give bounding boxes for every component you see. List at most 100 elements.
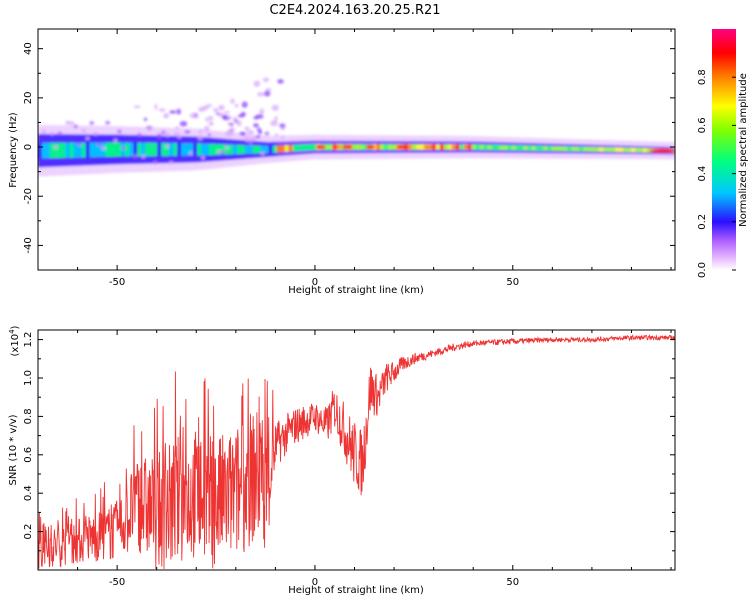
spectrogram-cell bbox=[300, 144, 305, 151]
spectrogram-blob bbox=[65, 120, 71, 125]
spectrogram-blob bbox=[248, 141, 254, 146]
snr-y-tick-label: 0.8 bbox=[23, 408, 34, 424]
spectrogram-blob bbox=[244, 126, 250, 131]
spectrogram-blob bbox=[81, 129, 87, 134]
snr-x-ticks: -50 0 50 bbox=[77, 330, 672, 588]
spectrogram-cell bbox=[296, 144, 301, 152]
spectrogram-x-ticks: -50 0 50 bbox=[77, 29, 672, 288]
spectrogram-blob bbox=[89, 120, 95, 125]
spectrogram-cell bbox=[479, 145, 485, 150]
colorbar-tick-label: 0.4 bbox=[697, 166, 708, 182]
spectrogram-blob bbox=[234, 103, 239, 108]
spectrogram-blob bbox=[121, 146, 127, 151]
spectrogram-cell bbox=[619, 147, 624, 152]
spectrogram-blob bbox=[212, 108, 219, 113]
spectrogram-blob bbox=[274, 115, 278, 122]
spectrogram-cell bbox=[427, 145, 433, 150]
spectrogram-cell bbox=[189, 143, 194, 156]
spectrogram-cell bbox=[615, 147, 620, 152]
spectrogram-cell bbox=[232, 144, 238, 155]
spectrogram-cell bbox=[308, 144, 313, 151]
spectrogram-cell bbox=[352, 145, 357, 150]
spectrogram-blob bbox=[117, 129, 123, 134]
spectrogram-cell bbox=[61, 142, 67, 158]
spectrogram-blob bbox=[147, 125, 153, 132]
spectrogram-cell bbox=[149, 142, 154, 157]
spectrogram-blob bbox=[168, 160, 174, 165]
spectrogram-blob bbox=[226, 116, 232, 119]
spectrogram-blob bbox=[221, 114, 228, 120]
spectrogram-blob bbox=[262, 77, 270, 82]
spectrogram-cell bbox=[471, 145, 477, 150]
spectrogram-blob bbox=[85, 136, 91, 141]
spectrogram-blob bbox=[73, 124, 79, 129]
spectrogram-blob bbox=[200, 155, 206, 160]
spectrogram-blob bbox=[97, 143, 103, 148]
spectrogram-cell bbox=[53, 142, 59, 159]
spectrogram-cell bbox=[431, 145, 437, 150]
spectrogram-cell bbox=[212, 144, 218, 155]
spectrogram-cell bbox=[169, 143, 174, 156]
spectrogram-blob bbox=[207, 133, 211, 137]
spectrogram-blob bbox=[280, 135, 285, 139]
spectrogram-image bbox=[38, 77, 675, 177]
spectrogram-blob bbox=[203, 125, 210, 132]
snr-x-tick-label: 50 bbox=[506, 577, 519, 588]
snr-y-tick-label: 0.6 bbox=[23, 447, 34, 463]
spectrogram-cell bbox=[49, 142, 55, 159]
spectrogram-cell bbox=[611, 147, 616, 152]
spectrogram-cell bbox=[145, 142, 150, 157]
spectrogram-cell bbox=[224, 144, 230, 155]
spectrogram-panel: -50 0 50 40 20 0 -20 -40 Height of straight li… bbox=[8, 28, 676, 296]
snr-y-tick-label: 1.2 bbox=[23, 332, 34, 348]
snr-y-ticks: 0.2 0.4 0.6 0.8 1.0 1.2 bbox=[23, 332, 675, 552]
spectrogram-hotspot bbox=[365, 145, 376, 150]
spectrogram-cell bbox=[280, 145, 286, 153]
spectrogram-cell bbox=[288, 145, 293, 152]
spectrogram-cell bbox=[356, 145, 361, 150]
spectrogram-blob bbox=[164, 144, 170, 149]
spectrogram-cell bbox=[555, 146, 560, 151]
spectrogram-cell bbox=[81, 142, 86, 158]
spectrogram-y-ticks: 40 20 0 -20 -40 bbox=[23, 42, 675, 271]
spectrogram-hotspot bbox=[397, 145, 407, 150]
spectrogram-cell bbox=[272, 145, 278, 153]
spectrogram-x-label: Height of straight line (km) bbox=[288, 285, 424, 296]
spectrogram-cell bbox=[292, 144, 297, 152]
spectrogram-blob bbox=[247, 129, 255, 135]
spectrogram-blob bbox=[241, 101, 248, 108]
spectrogram-y-label: Frequency (Hz) bbox=[8, 112, 19, 188]
spectrogram-cell bbox=[423, 145, 429, 150]
spectrogram-blob bbox=[259, 108, 265, 115]
spectrogram-cell bbox=[157, 143, 162, 156]
spectrogram-x-tick-label: 50 bbox=[506, 277, 519, 288]
spectrogram-frame bbox=[37, 28, 676, 271]
spectrogram-blob bbox=[271, 104, 279, 111]
spectrogram-cell bbox=[117, 142, 122, 157]
spectrogram-blob bbox=[77, 142, 83, 147]
spectrogram-blob bbox=[205, 117, 209, 122]
spectrogram-cell bbox=[228, 144, 234, 155]
spectrogram-blob bbox=[227, 122, 233, 126]
spectrogram-cell bbox=[631, 147, 636, 152]
spectrogram-cell bbox=[579, 147, 584, 151]
figure-title: C2E4.2024.163.20.25.R21 bbox=[269, 3, 440, 18]
spectrogram-cell bbox=[627, 147, 632, 152]
spectrogram-cell bbox=[216, 144, 222, 155]
colorbar: 0.0 0.2 0.4 0.6 0.8 Normalized spectral ampl… bbox=[697, 29, 749, 278]
spectrogram-cell bbox=[439, 145, 445, 150]
spectrogram-y-tick-label: 0 bbox=[23, 144, 34, 150]
spectrogram-cell bbox=[467, 145, 473, 150]
spectrogram-cell bbox=[503, 145, 508, 150]
spectrogram-blob bbox=[223, 111, 231, 114]
spectrogram-cell bbox=[376, 145, 381, 150]
snr-x-tick-label: -50 bbox=[109, 577, 125, 588]
spectrogram-cell bbox=[360, 145, 365, 150]
spectrogram-blob bbox=[234, 119, 238, 123]
snr-x-tick-label: 0 bbox=[312, 577, 318, 588]
spectrogram-blob bbox=[250, 136, 255, 142]
spectrogram-cell bbox=[268, 145, 274, 153]
spectrogram-blob bbox=[188, 151, 194, 156]
spectrogram-blob bbox=[263, 90, 271, 97]
